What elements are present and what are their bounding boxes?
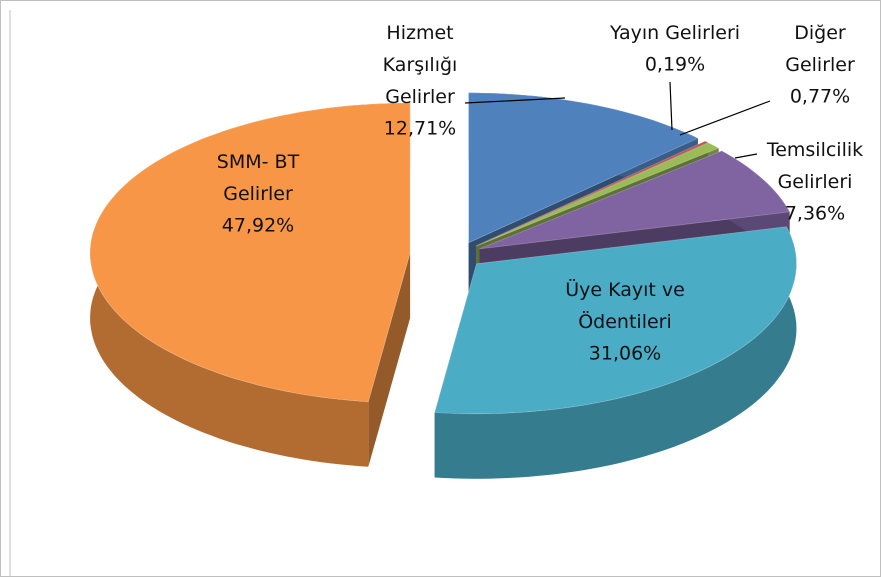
slice-value-label: 12,71% [384, 118, 456, 140]
leader-line [669, 81, 673, 131]
slice-value-label: 0,77% [790, 86, 850, 108]
slice-label: Temsilcilik Gelirleri [766, 139, 863, 193]
slice [476, 142, 720, 247]
slice-label: SMM- BT Gelirler [217, 151, 300, 205]
slice-label: Yayın Gelirleri [609, 22, 740, 44]
slice [468, 92, 699, 244]
slice-value-label: 0,19% [645, 54, 705, 76]
slice-label: Üye Kayıt ve Ödentileri [565, 278, 685, 333]
leader-line [734, 153, 758, 159]
slice-side-shade [434, 226, 797, 479]
slice-label: Diğer Gelirler [785, 22, 855, 76]
leader-line [464, 97, 566, 104]
leader-line [679, 100, 771, 136]
slice [89, 102, 411, 403]
slice [434, 226, 797, 415]
slice-value-label: 7,36% [785, 203, 845, 225]
slice [479, 150, 791, 250]
slice [475, 140, 709, 247]
slice-side-shade [368, 253, 411, 467]
slice-value-label: 47,92% [222, 215, 294, 237]
slice-value-label: 31,06% [589, 343, 661, 365]
slice-label: Hizmet Karşılığı Gelirler [383, 22, 458, 108]
slice-side [368, 253, 411, 467]
slice-side [434, 226, 797, 479]
